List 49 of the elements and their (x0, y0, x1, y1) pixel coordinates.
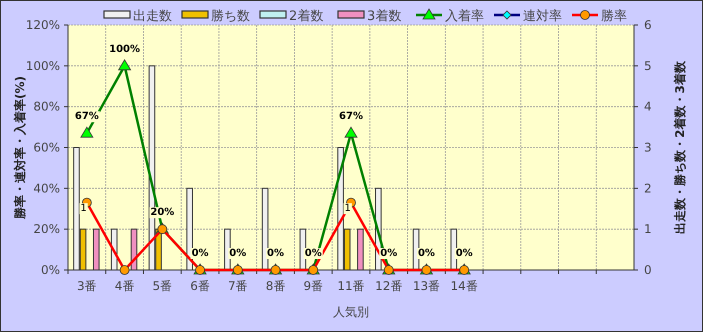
bar (262, 188, 268, 270)
y2-tick-label: 1 (644, 222, 652, 236)
y2-tick-label: 5 (644, 58, 652, 73)
x-tick-label: 14番 (450, 279, 478, 293)
y2-tick-label: 4 (644, 100, 652, 114)
y-tick-label: 100% (26, 58, 60, 73)
x-tick-label: 7番 (228, 279, 248, 293)
x-axis-title: 人気別 (333, 305, 369, 319)
legend-label: 3着数 (367, 8, 402, 24)
data-label: 1 (344, 203, 351, 214)
data-label: 0% (380, 248, 398, 259)
data-label: 67% (74, 111, 99, 122)
data-label: 0% (192, 248, 209, 259)
y2-tick-label: 2 (644, 181, 652, 196)
legend-label: 勝率 (601, 8, 627, 24)
x-tick-label: 13番 (412, 279, 440, 293)
y-tick-label: 60% (33, 140, 60, 154)
legend-label: 入着率 (445, 8, 484, 24)
data-label: 1 (80, 203, 87, 214)
data-label: 0% (229, 248, 246, 259)
y2-axis-title: 出走数・勝ち数・2着数・3着数 (673, 60, 687, 234)
y-tick-label: 0% (40, 263, 60, 277)
x-tick-label: 8番 (266, 279, 286, 293)
x-tick-label: 9番 (303, 279, 324, 293)
x-tick-label: 6番 (190, 279, 210, 293)
y-tick-label: 80% (33, 100, 60, 114)
data-label: 100% (109, 44, 140, 55)
legend-label: 勝ち数 (211, 9, 250, 24)
y2-tick-label: 0 (644, 263, 652, 277)
y-tick-label: 120% (26, 18, 60, 32)
data-label: 0% (418, 248, 435, 259)
data-label: 0% (304, 248, 322, 259)
legend-label: 2着数 (289, 8, 324, 24)
x-tick-label: 3番 (77, 279, 97, 293)
x-tick-label: 5番 (152, 279, 172, 293)
data-label: 0% (267, 248, 284, 259)
y2-tick-label: 3 (644, 140, 652, 154)
y-axis-title: 勝率・連対率・入着率(%) (13, 76, 27, 220)
x-tick-label: 4番 (114, 279, 134, 293)
y-tick-label: 40% (33, 181, 60, 196)
y2-tick-label: 6 (644, 18, 652, 32)
data-label: 67% (339, 111, 363, 122)
legend-label: 連対率 (523, 8, 562, 24)
x-tick-label: 11番 (337, 279, 365, 293)
data-label: 0% (456, 248, 473, 259)
legend-label: 出走数 (133, 9, 172, 24)
x-tick-label: 12番 (375, 279, 402, 293)
y-tick-label: 20% (33, 222, 60, 236)
data-label: 20% (150, 207, 174, 218)
